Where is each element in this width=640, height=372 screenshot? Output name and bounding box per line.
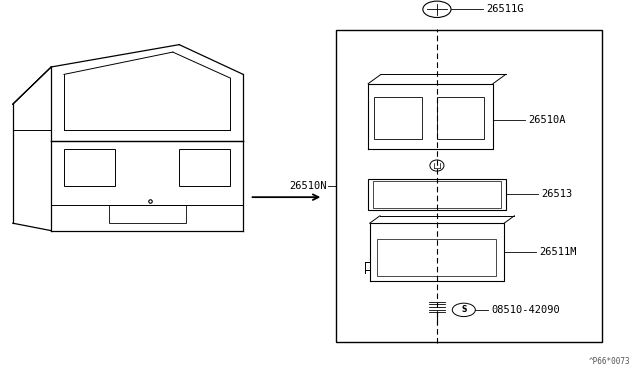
Bar	[109, 205, 186, 223]
Text: S: S	[461, 305, 467, 314]
Bar	[374, 97, 422, 139]
Text: 08510-42090: 08510-42090	[492, 305, 560, 315]
Bar	[373, 181, 500, 208]
Bar	[179, 149, 230, 186]
Bar	[436, 97, 484, 139]
Bar	[64, 149, 115, 186]
Text: 26510A: 26510A	[528, 115, 566, 125]
Text: 26510N: 26510N	[289, 181, 326, 191]
Bar	[378, 239, 497, 276]
Bar	[336, 30, 602, 342]
Text: ^P66*0073: ^P66*0073	[589, 357, 630, 366]
Bar	[368, 179, 506, 210]
Text: 26511M: 26511M	[540, 247, 577, 257]
Text: 26513: 26513	[541, 189, 572, 199]
Text: 26511G: 26511G	[486, 4, 524, 14]
